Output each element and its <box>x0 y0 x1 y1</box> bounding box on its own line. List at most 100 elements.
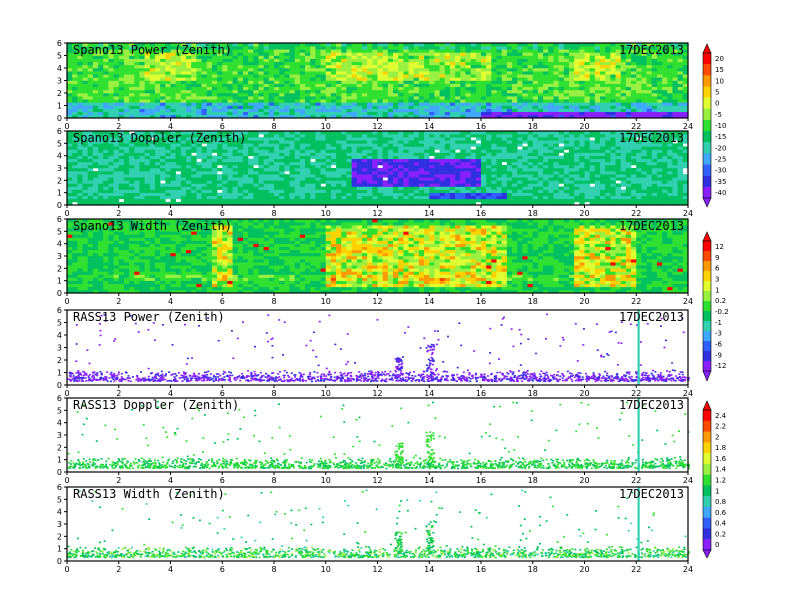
heatmap-cell <box>517 164 523 169</box>
heatmap-cell <box>517 89 523 94</box>
heatmap-cell <box>548 46 554 50</box>
heatmap-cell <box>465 174 471 178</box>
heatmap-cell <box>253 161 259 166</box>
heatmap-cell <box>129 192 135 197</box>
heatmap-cell <box>77 86 83 91</box>
heatmap-cell <box>527 192 534 197</box>
heatmap-cell <box>113 174 120 178</box>
heatmap-cell <box>496 180 502 184</box>
heatmap-cell <box>325 108 332 113</box>
heatmap-cell <box>372 131 378 135</box>
heatmap-cell <box>196 174 202 178</box>
heatmap-cell <box>553 102 559 106</box>
heatmap-cell <box>351 58 358 63</box>
heatmap-cell <box>165 158 171 163</box>
heatmap-cell <box>522 55 528 59</box>
heatmap-cell <box>486 43 492 47</box>
heatmap-cell <box>382 58 389 63</box>
heatmap-cell <box>305 99 311 103</box>
heatmap-cell <box>149 201 156 206</box>
heatmap-cell <box>361 158 368 163</box>
heatmap-cell <box>341 164 347 169</box>
heatmap-cell <box>330 43 337 47</box>
heatmap-cell <box>568 96 575 100</box>
heatmap-cell <box>118 140 125 144</box>
heatmap-cell <box>129 152 135 156</box>
heatmap-cell <box>434 161 440 166</box>
heatmap-cell <box>377 89 383 94</box>
heatmap-cell <box>325 93 332 97</box>
heatmap-cell <box>656 77 663 81</box>
heatmap-cell <box>180 158 187 163</box>
heatmap-cell <box>149 146 156 150</box>
heatmap-cell <box>517 43 523 47</box>
heatmap-cell <box>341 80 347 84</box>
heatmap-cell <box>113 68 120 72</box>
heatmap-cell <box>496 77 502 81</box>
heatmap-cell <box>82 74 88 78</box>
heatmap-cell <box>227 102 233 106</box>
heatmap-cell <box>594 43 601 47</box>
heatmap-cell <box>139 186 145 190</box>
heatmap-cell <box>330 102 337 106</box>
heatmap-cell <box>481 52 487 56</box>
heatmap-cell <box>144 61 151 66</box>
heatmap-cell <box>237 71 244 75</box>
heatmap-cell <box>274 183 280 187</box>
heatmap-cell <box>543 89 549 94</box>
heatmap-cell <box>481 131 487 135</box>
heatmap-cell <box>398 137 404 141</box>
heatmap-cell <box>82 61 88 66</box>
heatmap-cell <box>662 83 668 88</box>
heatmap-cell <box>377 68 383 72</box>
heatmap-cell <box>429 61 435 66</box>
heatmap-cell <box>248 177 254 181</box>
heatmap-cell <box>139 158 145 163</box>
heatmap-cell <box>356 49 363 53</box>
heatmap-cell <box>449 58 456 63</box>
heatmap-cell <box>268 198 275 203</box>
heatmap-cell <box>134 68 140 72</box>
heatmap-cell <box>631 86 637 91</box>
heatmap-cell <box>123 189 130 193</box>
heatmap-cell <box>284 168 290 172</box>
heatmap-cell <box>346 61 352 66</box>
heatmap-cell <box>310 61 316 66</box>
heatmap-cell <box>377 83 383 88</box>
heatmap-cell <box>434 171 440 175</box>
heatmap-cell <box>108 102 114 106</box>
heatmap-cell <box>310 49 316 53</box>
heatmap-cell <box>584 49 590 53</box>
heatmap-cell <box>491 83 497 88</box>
heatmap-cell <box>449 96 456 100</box>
heatmap-cell <box>123 108 130 113</box>
heatmap-cell <box>429 161 435 166</box>
heatmap-cell <box>108 137 114 141</box>
heatmap-cell <box>310 189 316 193</box>
heatmap-cell <box>351 161 358 166</box>
heatmap-cell <box>424 201 430 206</box>
heatmap-cell <box>491 99 497 103</box>
heatmap-cell <box>289 64 295 69</box>
heatmap-cell <box>543 80 549 84</box>
heatmap-cell <box>206 143 213 147</box>
heatmap-cell <box>154 146 161 150</box>
heatmap-cell <box>532 74 539 78</box>
heatmap-cell <box>620 89 627 94</box>
heatmap-cell <box>175 55 182 59</box>
heatmap-cell <box>227 137 233 141</box>
heatmap-cell <box>460 71 466 75</box>
heatmap-cell <box>206 195 213 200</box>
heatmap-cell <box>284 140 290 144</box>
heatmap-cell <box>563 43 570 47</box>
heatmap-cell <box>87 64 94 69</box>
heatmap-cell <box>253 105 259 109</box>
heatmap-cell <box>517 80 523 84</box>
heatmap-cell <box>346 89 352 94</box>
heatmap-cell <box>222 201 228 206</box>
heatmap-cell <box>284 152 290 156</box>
heatmap-cell <box>470 174 477 178</box>
heatmap-cell <box>558 99 565 103</box>
heatmap-cell <box>522 140 528 144</box>
heatmap-cell <box>294 168 301 172</box>
